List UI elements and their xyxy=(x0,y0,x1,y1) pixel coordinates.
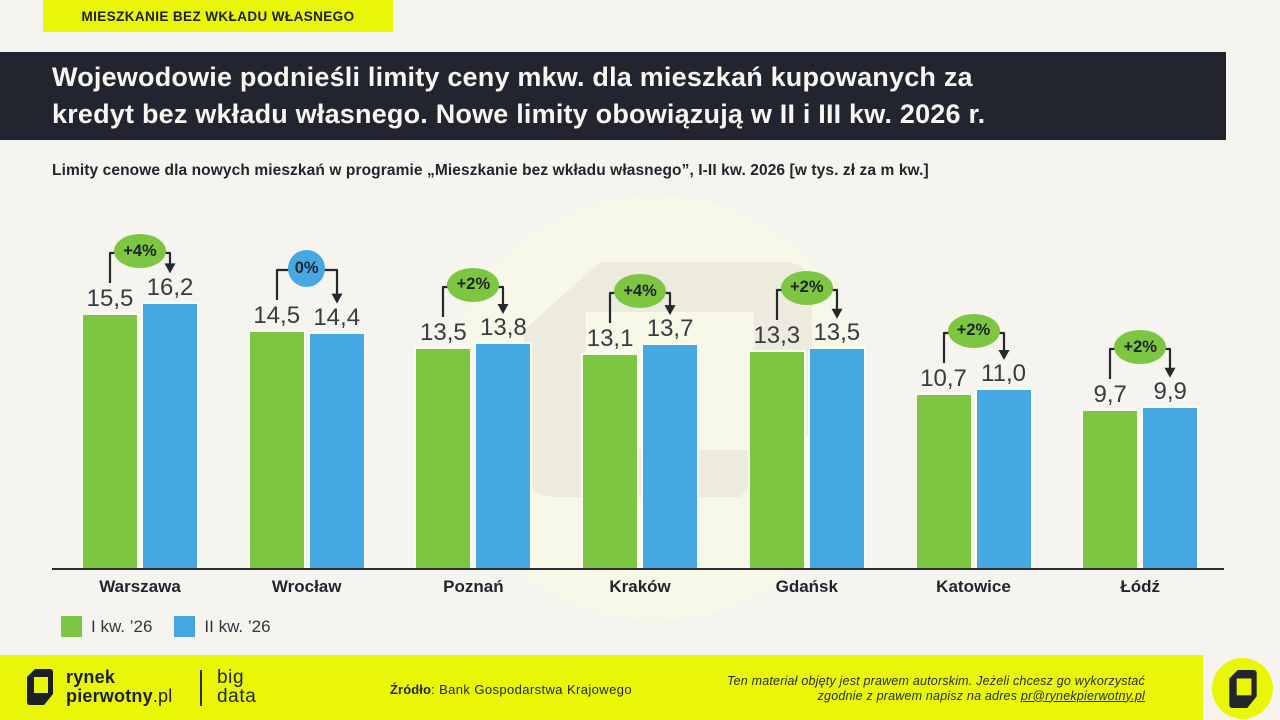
change-badge: +2% xyxy=(780,270,833,305)
program-badge-label: MIESZKANIE BEZ WKŁADU WŁASNEGO xyxy=(81,8,355,24)
bar-ii-kw xyxy=(641,343,700,570)
bar-value-label: 9,9 xyxy=(1153,378,1187,406)
rynekpierwotny-logo-icon xyxy=(27,669,53,705)
page-title-line-2: kredyt bez wkładu własnego. Nowe limity … xyxy=(52,99,986,129)
source-label: Źródło xyxy=(390,682,432,697)
legend-swatch xyxy=(174,616,196,637)
change-badge: +2% xyxy=(1114,330,1167,365)
bar-value-label: 14,4 xyxy=(313,303,361,331)
bar-ii-kw xyxy=(307,331,366,570)
brand-wordmark: rynek pierwotny.pl xyxy=(66,668,172,706)
change-badge: +4% xyxy=(614,274,667,309)
category-label: Warszawa xyxy=(99,577,181,596)
legend-item: II kw. ’26 xyxy=(174,616,271,637)
bigdata-wordmark: big data xyxy=(217,667,257,707)
category-label: Kraków xyxy=(609,577,671,596)
bar-value-label: 14,5 xyxy=(253,302,301,330)
legend-label: I kw. ’26 xyxy=(91,616,153,636)
change-badge: +2% xyxy=(947,313,1000,348)
headline-bar: Wojewodowie podnieśli limity ceny mkw. d… xyxy=(0,52,1226,140)
x-axis-line xyxy=(52,567,1224,570)
legend-item: I kw. ’26 xyxy=(61,616,152,637)
bar-value-label: 13,7 xyxy=(646,315,694,343)
change-badge: 0% xyxy=(288,249,326,287)
bar-i-kw xyxy=(914,392,973,570)
bar-value-label: 13,1 xyxy=(586,325,634,353)
bar-value-label: 15,5 xyxy=(86,285,134,313)
source-value: : Bank Gospodarstwa Krajowego xyxy=(431,682,632,697)
bar-value-label: 10,7 xyxy=(920,364,967,392)
bar-value-label: 13,5 xyxy=(813,318,861,346)
bar-i-kw xyxy=(747,349,806,570)
footer-divider xyxy=(200,670,202,706)
corner-brand-logo xyxy=(1212,658,1273,719)
bar-i-kw xyxy=(1081,409,1140,570)
corner-logo-icon xyxy=(1228,669,1257,708)
bar-value-label: 11,0 xyxy=(981,359,1026,387)
bar-i-kw xyxy=(247,330,306,570)
bar-ii-kw xyxy=(807,346,866,570)
bar-value-label: 9,7 xyxy=(1093,381,1127,409)
bar-i-kw xyxy=(581,353,640,570)
legend-swatch xyxy=(61,616,82,637)
program-badge: MIESZKANIE BEZ WKŁADU WŁASNEGO xyxy=(43,0,393,32)
category-label: Poznań xyxy=(443,577,504,596)
bar-ii-kw xyxy=(474,341,533,570)
bar-value-label: 13,8 xyxy=(480,313,527,341)
footer-bar: rynek pierwotny.pl big data Źródło: Bank… xyxy=(0,655,1203,720)
brand-line2: pierwotny.pl xyxy=(66,686,173,706)
category-label: Wrocław xyxy=(271,577,342,596)
copyright-notice: Ten materiał objęty jest prawem autorski… xyxy=(726,674,1145,703)
bar-i-kw xyxy=(414,346,473,570)
bar-ii-kw xyxy=(974,387,1033,570)
change-badge: +2% xyxy=(447,267,500,302)
bar-value-label: 13,5 xyxy=(420,318,467,346)
brand-line1: rynek xyxy=(66,667,116,687)
contact-email-link[interactable]: pr@rynekpierwotny.pl xyxy=(1020,688,1145,703)
bar-value-label: 16,2 xyxy=(146,273,194,301)
category-label: Katowice xyxy=(936,577,1011,596)
data-source: Źródło: Bank Gospodarstwa Krajowego xyxy=(390,682,632,697)
bar-ii-kw xyxy=(1141,406,1200,570)
category-label: Gdańsk xyxy=(775,577,838,596)
category-label: Łódź xyxy=(1120,577,1161,596)
bar-value-label: 13,3 xyxy=(753,321,801,349)
chart-subtitle: Limity cenowe dla nowych mieszkań w prog… xyxy=(52,162,929,179)
legend-label: II kw. ’26 xyxy=(204,616,271,636)
chart-legend: I kw. ’26 II kw. ’26 xyxy=(61,616,271,637)
bar-i-kw xyxy=(81,313,139,570)
page-title-line-1: Wojewodowie podnieśli limity ceny mkw. d… xyxy=(52,62,973,92)
bar-ii-kw xyxy=(141,301,199,570)
change-badge: +4% xyxy=(114,234,166,269)
